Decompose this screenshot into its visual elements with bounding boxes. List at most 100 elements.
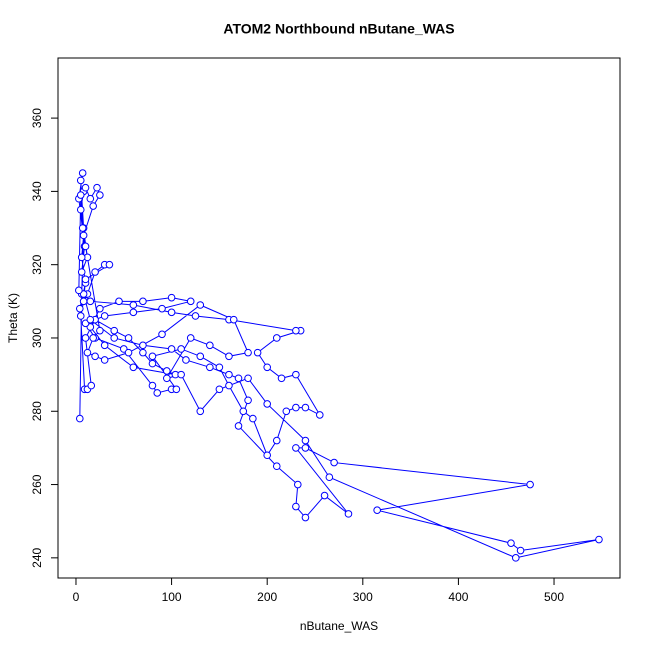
- data-point: [344, 510, 353, 518]
- data-point: [272, 462, 281, 471]
- data-point: [83, 348, 92, 357]
- data-point: [526, 480, 534, 489]
- data-point: [196, 301, 205, 309]
- x-tick-label: 200: [257, 590, 277, 604]
- x-tick-label: 100: [162, 590, 182, 604]
- data-point: [595, 535, 603, 544]
- data-point: [325, 473, 334, 482]
- data-point: [196, 352, 205, 361]
- data-point: [81, 275, 90, 284]
- y-tick-label: 300: [30, 328, 44, 348]
- data-point: [158, 304, 166, 313]
- data-point: [96, 304, 104, 313]
- data-point: [225, 352, 233, 361]
- data-point: [139, 297, 147, 306]
- data-point: [167, 308, 176, 317]
- data-point: [191, 312, 200, 320]
- data-point: [167, 345, 176, 353]
- data-point: [172, 385, 181, 394]
- data-point: [292, 403, 300, 412]
- y-tick-label: 340: [30, 181, 44, 201]
- data-point: [253, 348, 262, 357]
- data-point: [244, 374, 252, 383]
- data-point: [100, 341, 109, 350]
- plot-frame: [57, 57, 621, 579]
- data-point: [239, 407, 248, 416]
- data-point: [234, 422, 243, 430]
- data-point: [110, 326, 119, 335]
- data-point: [76, 191, 85, 199]
- y-axis-label: Theta (K): [6, 293, 20, 343]
- data-point: [225, 381, 233, 390]
- chart-title: ATOM2 Northbound nButane_WAS: [223, 21, 454, 37]
- y-tick-label: 260: [30, 474, 44, 494]
- data-point: [263, 400, 271, 408]
- data-point: [229, 315, 238, 324]
- data-point: [206, 363, 214, 372]
- data-point: [76, 312, 85, 320]
- data-point: [91, 352, 99, 361]
- data-point: [124, 348, 133, 357]
- x-axis-label: nButane_WAS: [300, 619, 378, 633]
- data-point: [320, 491, 329, 500]
- data-point: [330, 458, 338, 467]
- data-point: [167, 293, 176, 302]
- data-point: [76, 205, 85, 214]
- data-point: [292, 502, 300, 511]
- data-point: [373, 506, 381, 515]
- data-point: [79, 297, 88, 306]
- data-point: [292, 370, 300, 379]
- data-point: [263, 363, 271, 372]
- data-point: [81, 183, 90, 192]
- data-point: [105, 260, 114, 269]
- data-point: [77, 253, 86, 262]
- x-tick-label: 500: [544, 590, 564, 604]
- data-point: [129, 301, 138, 309]
- x-tick-label: 400: [448, 590, 468, 604]
- data-point: [158, 330, 166, 339]
- data-point: [272, 436, 281, 445]
- data-point: [129, 308, 138, 317]
- data-point: [249, 414, 257, 423]
- data-point: [91, 268, 99, 276]
- data-point: [507, 539, 515, 547]
- y-tick-label: 320: [30, 254, 44, 274]
- data-point: [301, 403, 310, 412]
- data-point: [96, 326, 104, 335]
- data-point: [163, 374, 171, 383]
- data-point: [81, 242, 90, 251]
- data-point: [78, 224, 87, 232]
- data-point: [196, 407, 205, 416]
- data-point: [315, 411, 324, 419]
- data-point: [182, 356, 190, 364]
- data-point: [115, 297, 123, 306]
- data-point: [292, 326, 300, 335]
- x-tick-label: 300: [353, 590, 373, 604]
- data-point: [186, 297, 195, 306]
- data-point: [124, 334, 133, 342]
- data-point: [79, 231, 88, 240]
- data-point: [77, 268, 86, 276]
- data-point: [244, 348, 252, 357]
- data-point: [177, 370, 185, 379]
- data-point: [234, 374, 243, 383]
- data-point: [244, 396, 252, 405]
- data-point: [89, 202, 97, 210]
- data-point: [148, 359, 157, 368]
- data-point: [272, 334, 281, 342]
- data-point: [215, 363, 224, 372]
- data-point: [86, 194, 95, 203]
- y-tick-label: 280: [30, 401, 44, 421]
- data-point: [96, 191, 104, 199]
- data-point: [75, 286, 83, 295]
- data-point: [75, 304, 84, 313]
- data-point: [86, 297, 95, 306]
- data-point: [89, 334, 97, 342]
- data-point: [76, 176, 85, 185]
- data-point: [277, 374, 286, 383]
- data-point: [81, 334, 90, 342]
- data-point: [263, 451, 271, 460]
- data-point: [139, 341, 147, 350]
